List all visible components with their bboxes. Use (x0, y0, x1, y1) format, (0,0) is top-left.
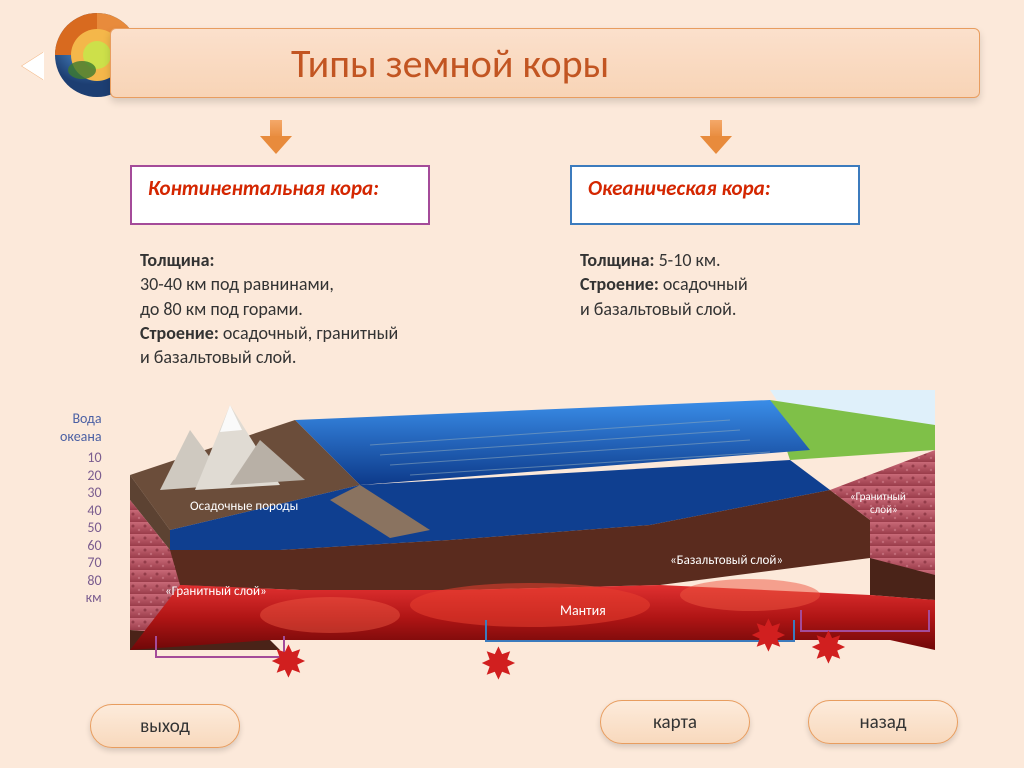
title-bar: Типы земной коры (110, 28, 980, 98)
continental-description: Толщина: 30-40 км под равнинами,до 80 км… (140, 248, 470, 369)
label-granite: «Гранитный слой» (165, 584, 267, 599)
arrow-down-icon (700, 120, 732, 156)
depth-scale: Водаокеана 10 20 30 40 50 60 70 80 км (60, 410, 102, 607)
label-basalt: «Базальтовый слой» (670, 553, 783, 568)
label-sedimentary: Осадочные породы (190, 499, 298, 514)
svg-text:слой»: слой» (870, 503, 898, 516)
nav-back-arrow[interactable] (22, 52, 44, 80)
back-button[interactable]: назад (808, 700, 958, 744)
arrow-down-icon (260, 120, 292, 156)
oceanic-thickness: 5-10 км. (659, 249, 721, 271)
scale-water-label: Водаокеана (60, 410, 102, 445)
page-title: Типы земной коры (291, 39, 609, 88)
oceanic-description: Толщина: 5-10 км. Строение: осадочныйи б… (580, 248, 880, 321)
star-marker-icon[interactable]: ✸ (810, 626, 847, 670)
continental-crust-box: Континентальная кора: (130, 165, 430, 225)
star-marker-icon[interactable]: ✸ (480, 642, 517, 686)
star-marker-icon[interactable]: ✸ (750, 614, 787, 658)
continental-bracket (155, 636, 285, 658)
label-granite-right: «Гранитный (850, 490, 906, 503)
continental-thickness: 30-40 км под равнинами,до 80 км под гора… (140, 273, 334, 319)
map-button[interactable]: карта (600, 700, 750, 744)
oceanic-label: Океаническая кора: (588, 175, 771, 201)
continental-label: Континентальная кора: (148, 175, 379, 201)
exit-button[interactable]: выход (90, 704, 240, 748)
oceanic-crust-box: Океаническая кора: (570, 165, 860, 225)
oceanic-bracket (485, 620, 795, 642)
label-mantle: Мантия (560, 602, 606, 619)
star-marker-icon[interactable]: ✸ (270, 640, 307, 684)
